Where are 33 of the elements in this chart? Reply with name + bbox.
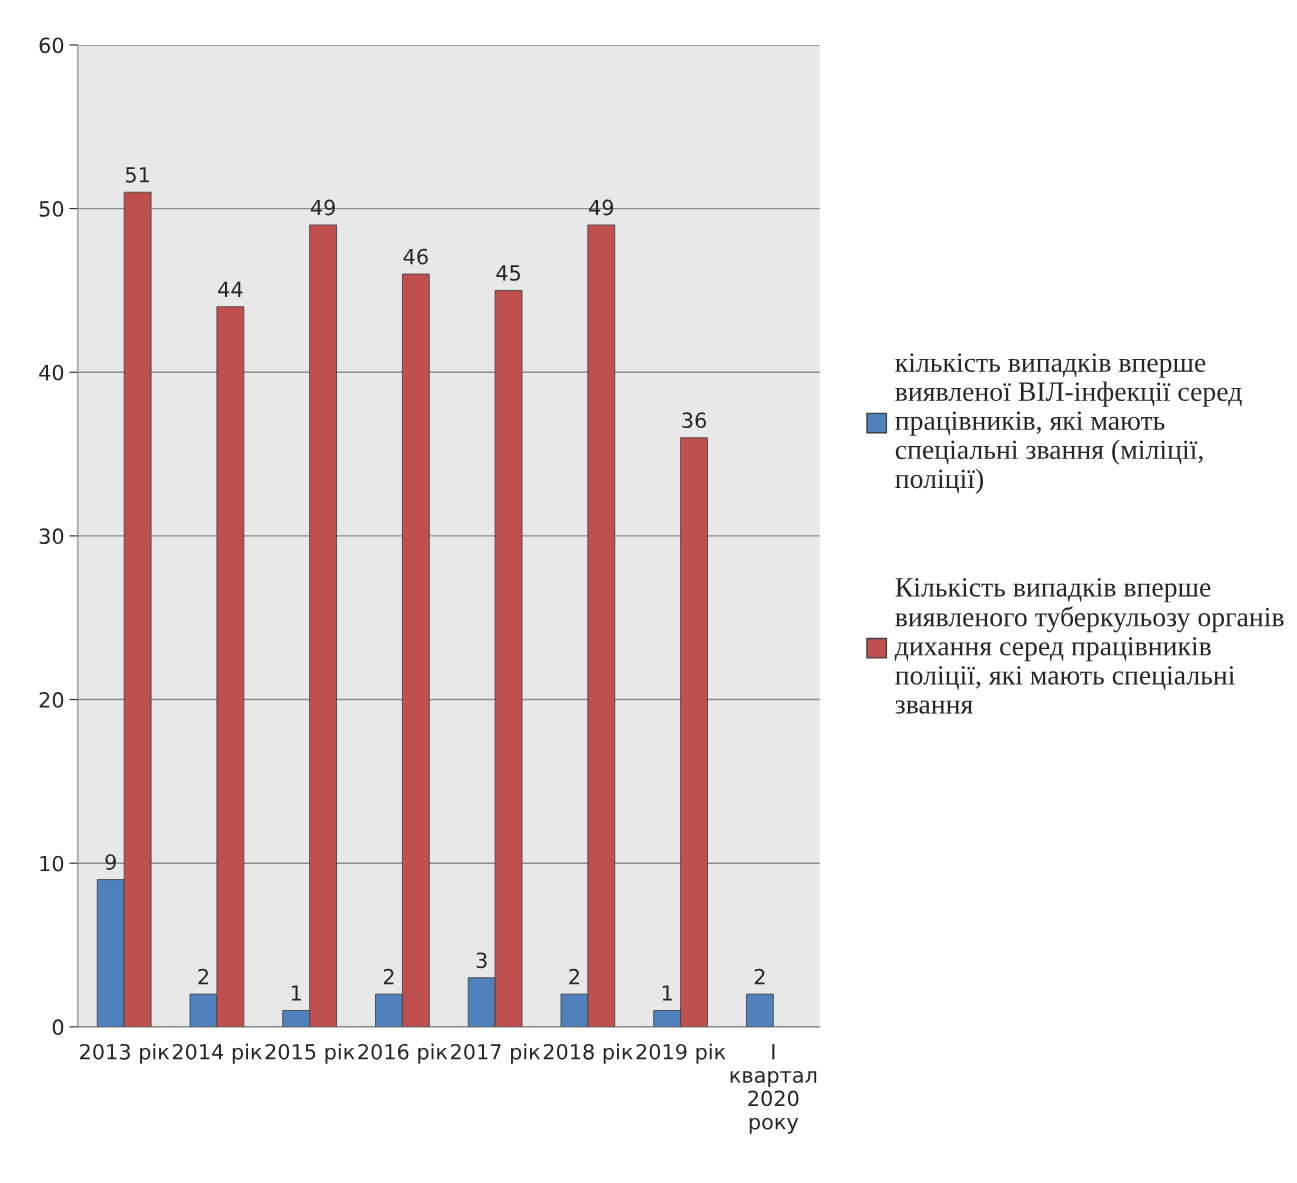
x-tick-label: 2019 рік bbox=[636, 1043, 726, 1064]
y-tick-label: 50 bbox=[39, 201, 64, 217]
y-tick-label: 60 bbox=[39, 37, 64, 54]
data-label: 36 bbox=[682, 412, 706, 429]
y-tick-label: 20 bbox=[39, 692, 64, 708]
legend-label: Кількість випадків вперше виявленого туберкульозу органів дихання серед працівників поліції, які мають спеціальні звання bbox=[894, 578, 1284, 714]
x-tick-label: 2015 рік bbox=[265, 1043, 355, 1064]
data-label: 46 bbox=[403, 248, 428, 265]
x-tick-label: 2018 рік bbox=[543, 1043, 633, 1064]
data-label: 44 bbox=[218, 281, 243, 297]
data-label: 2 bbox=[569, 968, 579, 985]
data-label: 2 bbox=[383, 968, 394, 985]
y-tick-label: 10 bbox=[40, 855, 64, 872]
x-tick-label: 2014 рік bbox=[172, 1043, 262, 1064]
x-tick-label: 2013 рік bbox=[80, 1043, 170, 1064]
data-label: 51 bbox=[125, 167, 149, 183]
data-label: 49 bbox=[310, 199, 335, 216]
y-tick-label: 0 bbox=[52, 1019, 64, 1036]
y-tick-label: 40 bbox=[39, 364, 64, 381]
data-label: 3 bbox=[476, 952, 487, 969]
bar bbox=[746, 993, 774, 1027]
x-tick-label: 2017 рік bbox=[451, 1043, 541, 1064]
data-label: 1 bbox=[291, 985, 301, 1001]
legend-label: кількість випадків вперше виявленої ВІЛ-інфекції серед працівників, які мають спеціальні звання (міліції, поліції) bbox=[895, 353, 1242, 494]
data-label: 9 bbox=[105, 854, 116, 870]
data-label: 2 bbox=[754, 968, 765, 985]
data-label: 1 bbox=[662, 985, 672, 1001]
data-label: 2 bbox=[198, 968, 209, 985]
x-tick-label: I квартал 2020 року bbox=[730, 1044, 817, 1134]
data-label: 49 bbox=[589, 199, 614, 216]
x-tick-label: 2016 рік bbox=[358, 1043, 448, 1064]
data-label: 45 bbox=[496, 265, 521, 281]
y-tick-label: 30 bbox=[39, 528, 64, 545]
